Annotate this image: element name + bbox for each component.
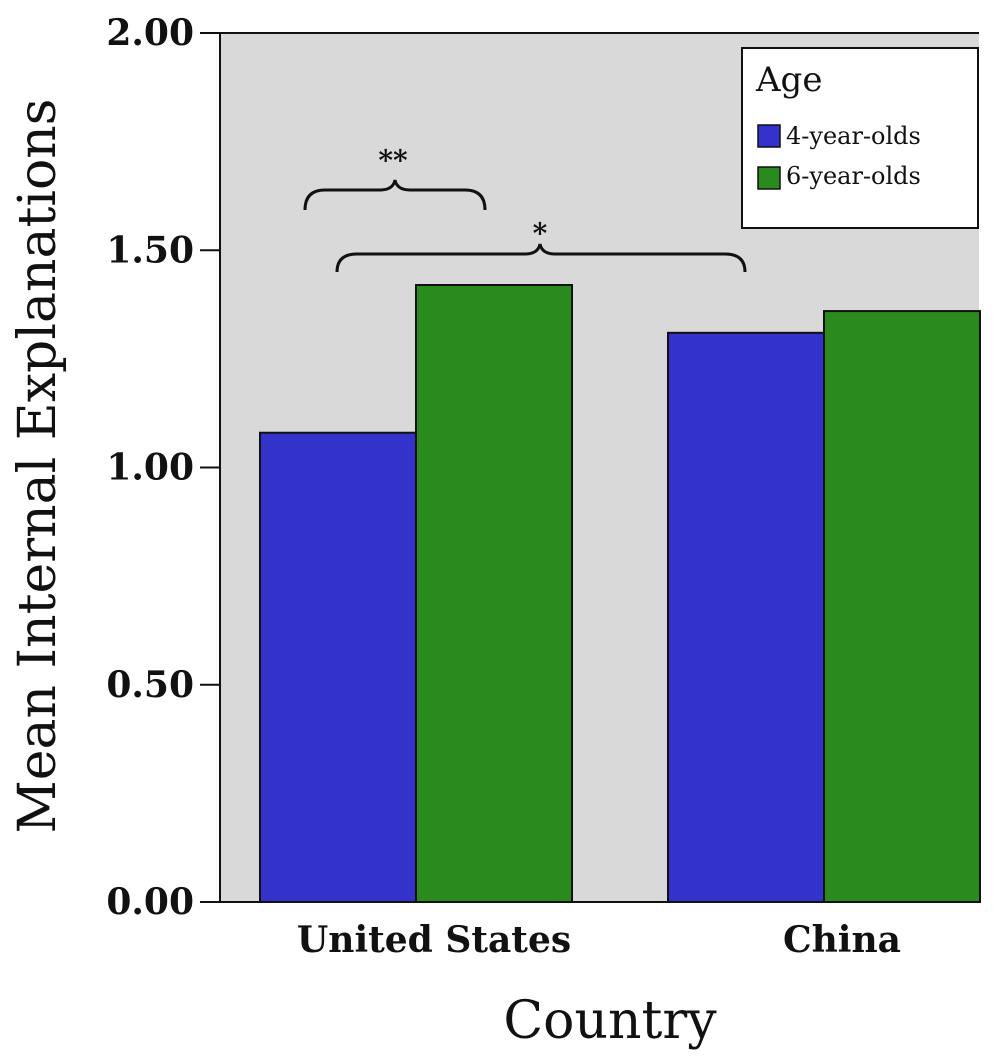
y-tick-label-1.00: 1.00 [106, 447, 194, 489]
bar-china-6-year-olds [823, 310, 981, 903]
legend-swatch-4-year-olds [757, 124, 781, 148]
bar-united-states-6-year-olds [415, 284, 573, 903]
x-category-label-united-states: United States [297, 919, 571, 961]
legend-label-6-year-olds: 6-year-olds [786, 162, 921, 190]
legend-label-4-year-olds: 4-year-olds [786, 122, 921, 150]
bracket-us-age-path [303, 179, 487, 211]
bar-china-4-year-olds [667, 331, 825, 903]
legend-box [741, 47, 979, 229]
legend-swatch-6-year-olds [757, 166, 781, 190]
significance-bracket-us-age: ** [303, 144, 487, 211]
x-axis-title: Country [503, 991, 717, 1051]
y-tick-label-0.00: 0.00 [106, 881, 194, 923]
bracket-4yo-country-path [335, 243, 747, 273]
y-tick-label-1.50: 1.50 [106, 229, 194, 271]
y-tick-label-2.00: 2.00 [106, 12, 194, 54]
significance-label-double: ** [378, 144, 408, 177]
significance-label-single: * [533, 217, 548, 250]
legend: Age 4-year-olds 6-year-olds [741, 47, 979, 229]
y-tick-label-0.50: 0.50 [106, 664, 194, 706]
bar-united-states-4-year-olds [259, 431, 417, 903]
legend-title: Age [755, 60, 822, 100]
significance-bracket-4yo-country: * [335, 217, 747, 273]
y-axis-title: Mean Internal Explanations [8, 99, 68, 834]
x-category-label-china: China [783, 919, 901, 961]
